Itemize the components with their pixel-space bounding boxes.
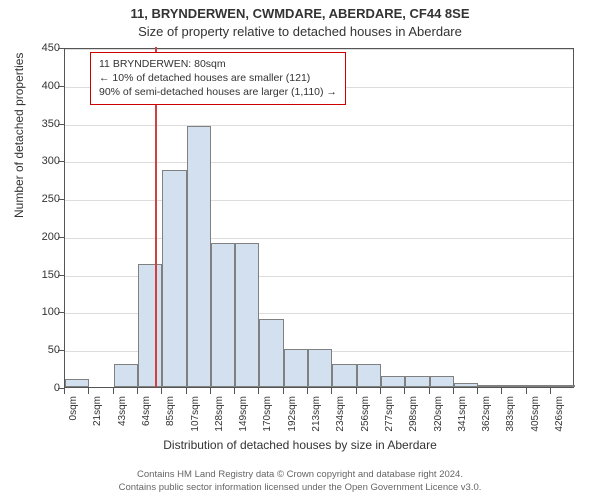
y-tick-label: 100: [24, 306, 60, 318]
histogram-bar: [430, 376, 454, 387]
histogram-bar: [551, 385, 575, 387]
y-tick-label: 0: [24, 382, 60, 394]
x-tick-mark: [210, 388, 211, 394]
footer-line2: Contains public sector information licen…: [0, 482, 600, 494]
y-tick-label: 450: [24, 42, 60, 54]
y-tick-label: 50: [24, 344, 60, 356]
y-tick-label: 200: [24, 231, 60, 243]
histogram-bar: [405, 376, 430, 387]
histogram-bar: [259, 319, 284, 387]
x-tick-mark: [404, 388, 405, 394]
histogram-bar: [211, 243, 235, 387]
x-tick-mark: [453, 388, 454, 394]
histogram-bar: [162, 170, 187, 387]
x-tick-mark: [477, 388, 478, 394]
grid-line: [65, 238, 573, 239]
x-tick-mark: [186, 388, 187, 394]
x-tick-mark: [429, 388, 430, 394]
info-line2: ← 10% of detached houses are smaller (12…: [99, 71, 337, 85]
histogram-bar: [332, 364, 357, 387]
x-tick-mark: [113, 388, 114, 394]
histogram-bar: [235, 243, 259, 387]
y-tick-label: 150: [24, 269, 60, 281]
histogram-bar: [187, 126, 211, 387]
histogram-bar: [454, 383, 478, 387]
y-tick-label: 350: [24, 118, 60, 130]
x-tick-mark: [258, 388, 259, 394]
grid-line: [65, 49, 573, 50]
histogram-bar: [284, 349, 308, 387]
x-tick-mark: [64, 388, 65, 394]
histogram-bar: [65, 379, 89, 387]
chart-title-line1: 11, BRYNDERWEN, CWMDARE, ABERDARE, CF44 …: [0, 6, 600, 21]
x-tick-mark: [137, 388, 138, 394]
histogram-bar: [381, 376, 405, 387]
chart-title-line2: Size of property relative to detached ho…: [0, 24, 600, 39]
histogram-bar: [308, 349, 332, 387]
histogram-bar: [114, 364, 138, 387]
x-tick-mark: [331, 388, 332, 394]
x-tick-mark: [501, 388, 502, 394]
histogram-bar: [138, 264, 162, 387]
x-tick-mark: [356, 388, 357, 394]
y-tick-label: 250: [24, 193, 60, 205]
info-line1: 11 BRYNDERWEN: 80sqm: [99, 57, 337, 71]
x-tick-mark: [283, 388, 284, 394]
histogram-bar: [502, 385, 527, 387]
x-tick-mark: [526, 388, 527, 394]
x-tick-mark: [550, 388, 551, 394]
info-line3: 90% of semi-detached houses are larger (…: [99, 85, 337, 99]
x-tick-mark: [88, 388, 89, 394]
y-tick-label: 400: [24, 80, 60, 92]
x-tick-mark: [161, 388, 162, 394]
footer-line1: Contains HM Land Registry data © Crown c…: [0, 469, 600, 481]
info-box: 11 BRYNDERWEN: 80sqm ← 10% of detached h…: [90, 52, 346, 105]
x-tick-mark: [307, 388, 308, 394]
footer-text: Contains HM Land Registry data © Crown c…: [0, 469, 600, 494]
histogram-bar: [478, 385, 502, 387]
x-tick-mark: [234, 388, 235, 394]
grid-line: [65, 162, 573, 163]
x-axis-label: Distribution of detached houses by size …: [0, 438, 600, 452]
grid-line: [65, 200, 573, 201]
histogram-bar: [527, 385, 551, 387]
x-tick-mark: [380, 388, 381, 394]
grid-line: [65, 125, 573, 126]
y-tick-label: 300: [24, 155, 60, 167]
histogram-bar: [357, 364, 381, 387]
